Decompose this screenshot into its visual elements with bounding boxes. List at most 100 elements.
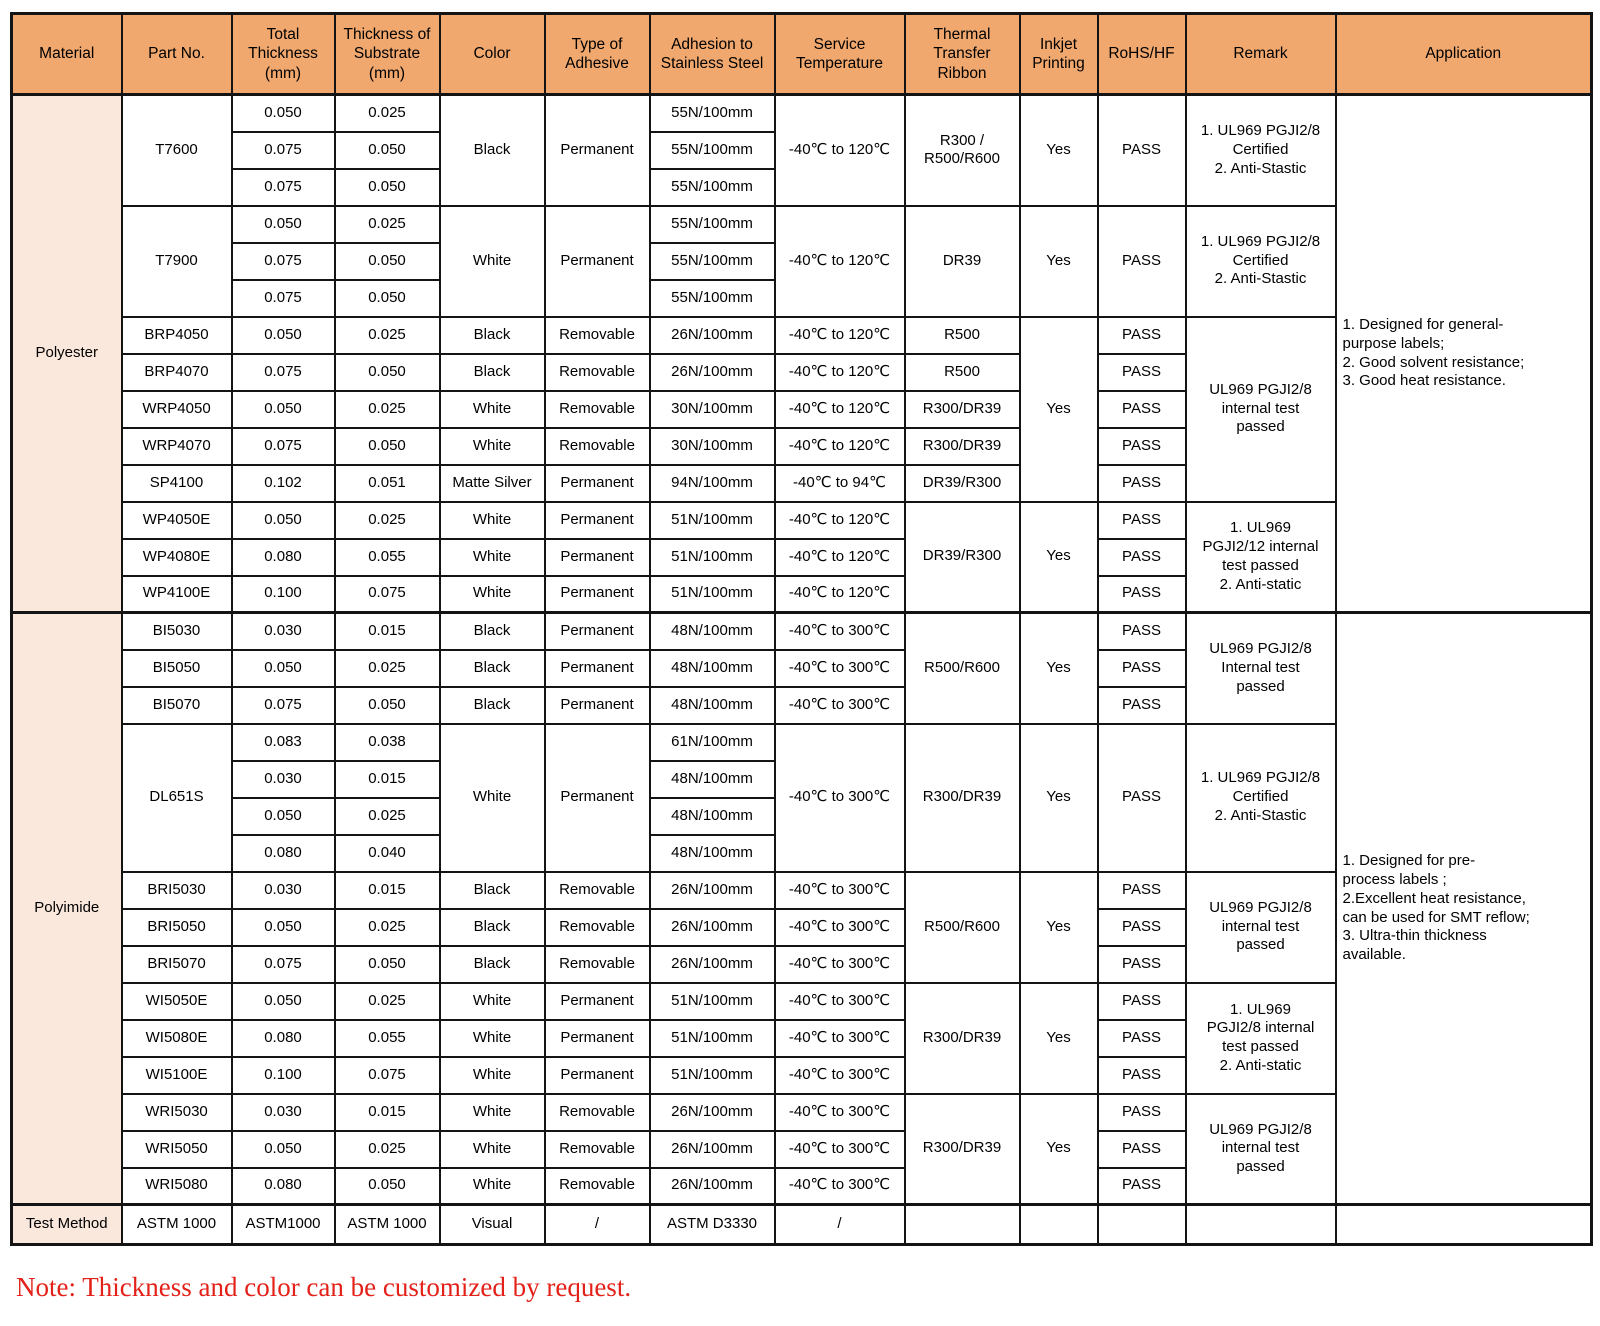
- table-row: SP4100 0.102 0.051 Matte Silver Permanent 94N…: [12, 463, 1592, 503]
- cell-part-no: WRI5080: [120, 1166, 233, 1206]
- cell-material: Polyimide: [10, 611, 123, 1206]
- cell-remark: 1. UL969 PGJI2/12 internal test passed 2…: [1184, 500, 1337, 614]
- column-header-adhesive-type: Type of Adhesive: [543, 12, 651, 96]
- cell-substrate-thickness: 0.015: [333, 870, 441, 910]
- cell-remark: 1. UL969 PGJI2/8 Certified 2. Anti-Stast…: [1184, 93, 1337, 207]
- cell-rohs: PASS: [1096, 93, 1187, 207]
- cell-total-thickness: 0.030: [230, 1092, 336, 1132]
- cell-application: [1334, 1203, 1593, 1246]
- cell-adhesion: 55N/100mm: [648, 168, 776, 207]
- cell-total-thickness: 0.083: [230, 722, 336, 762]
- cell-color: White: [438, 722, 546, 873]
- cell-service-temp: -40℃ to 300℃: [773, 648, 906, 688]
- cell-service-temp: -40℃ to 300℃: [773, 685, 906, 725]
- cell-adhesion: 51N/100mm: [648, 537, 776, 577]
- cell-substrate-thickness: 0.025: [333, 797, 441, 836]
- cell-ttr: R300/DR39: [903, 426, 1021, 466]
- cell-adhesive-type: Removable: [543, 1129, 651, 1169]
- cell-substrate-thickness: 0.050: [333, 426, 441, 466]
- cell-rohs: PASS: [1096, 389, 1187, 429]
- cell-color: White: [438, 1055, 546, 1095]
- cell-inkjet: Yes: [1018, 1092, 1099, 1206]
- table-row: BI5070 0.075 0.050 Black Permanent 48N/100mm -…: [12, 685, 1592, 725]
- cell-color: Black: [438, 907, 546, 947]
- cell-substrate-thickness: 0.025: [333, 500, 441, 540]
- cell-adhesion: 26N/100mm: [648, 315, 776, 355]
- cell-adhesion: 48N/100mm: [648, 648, 776, 688]
- cell-part-no: BRP4070: [120, 352, 233, 392]
- cell-adhesion: 51N/100mm: [648, 1018, 776, 1058]
- cell-color: White: [438, 574, 546, 614]
- cell-ttr: DR39: [903, 204, 1021, 318]
- cell-substrate-thickness: 0.015: [333, 611, 441, 651]
- table-row: WI5080E 0.080 0.055 White Permanent 51N/100mm…: [12, 1018, 1592, 1058]
- cell-rohs: PASS: [1096, 611, 1187, 651]
- cell-inkjet: Yes: [1018, 870, 1099, 984]
- cell-service-temp: -40℃ to 120℃: [773, 204, 906, 318]
- cell-rohs: PASS: [1096, 463, 1187, 503]
- cell-service-temp: -40℃ to 300℃: [773, 722, 906, 873]
- cell-total-thickness: 0.050: [230, 1129, 336, 1169]
- cell-adhesive-type: Removable: [543, 426, 651, 466]
- cell-service-temp: -40℃ to 300℃: [773, 1055, 906, 1095]
- cell-substrate-thickness: 0.025: [333, 93, 441, 133]
- column-header-part-no: Part No.: [120, 12, 233, 96]
- table-row: Polyimide BI5030 0.030 0.015 Black Permanent 4…: [10, 611, 1593, 1206]
- cell-total-thickness: 0.102: [230, 463, 336, 503]
- cell-material: Test Method: [10, 1203, 123, 1246]
- cell-service-temp: -40℃ to 120℃: [773, 574, 906, 614]
- cell-inkjet: [1018, 1203, 1099, 1246]
- cell-total-thickness: 0.080: [230, 1018, 336, 1058]
- column-header-inkjet: Inkjet Printing: [1018, 12, 1099, 96]
- cell-part-no: WP4080E: [120, 537, 233, 577]
- cell-total-thickness: ASTM1000: [230, 1203, 336, 1246]
- table-row: WRI5050 0.050 0.025 White Removable 26N/100mm…: [12, 1129, 1592, 1169]
- cell-adhesion: 48N/100mm: [648, 834, 776, 873]
- cell-color: White: [438, 500, 546, 540]
- cell-adhesion: ASTM D3330: [648, 1203, 776, 1246]
- cell-ttr: R500/R600: [903, 870, 1021, 984]
- cell-substrate-thickness: 0.075: [333, 1055, 441, 1095]
- cell-adhesion: 30N/100mm: [648, 389, 776, 429]
- cell-adhesion: 94N/100mm: [648, 463, 776, 503]
- cell-total-thickness: 0.075: [230, 426, 336, 466]
- cell-color: Black: [438, 944, 546, 984]
- cell-adhesive-type: Removable: [543, 907, 651, 947]
- cell-ttr: R300/DR39: [903, 722, 1021, 873]
- cell-total-thickness: 0.075: [230, 685, 336, 725]
- column-header-remark: Remark: [1184, 12, 1337, 96]
- cell-total-thickness: 0.080: [230, 537, 336, 577]
- cell-total-thickness: 0.075: [230, 168, 336, 207]
- column-header-color: Color: [438, 12, 546, 96]
- cell-total-thickness: 0.030: [230, 611, 336, 651]
- cell-adhesive-type: Permanent: [543, 685, 651, 725]
- cell-remark: UL969 PGJI2/8 Internal test passed: [1184, 611, 1337, 725]
- cell-part-no: BI5030: [120, 611, 233, 651]
- table-row: BRI5030 0.030 0.015 Black Removable 26N/100mm…: [12, 870, 1592, 984]
- cell-total-thickness: 0.050: [230, 500, 336, 540]
- cell-inkjet: Yes: [1018, 611, 1099, 725]
- cell-inkjet: Yes: [1018, 93, 1099, 207]
- cell-service-temp: -40℃ to 120℃: [773, 93, 906, 207]
- table-row: T7900 0.050 0.025 White Permanent 55N/100mm -4…: [12, 204, 1592, 318]
- table-row: Test Method ASTM 1000 ASTM1000 ASTM 1000 Vis…: [10, 1203, 1593, 1246]
- table-row: 0.075 0.050 55N/100mm: [12, 168, 1592, 207]
- cell-adhesive-type: Permanent: [543, 500, 651, 540]
- cell-rohs: PASS: [1096, 1055, 1187, 1095]
- column-header-adhesion: Adhesion to Stainless Steel: [648, 12, 776, 96]
- cell-part-no: BRI5050: [120, 907, 233, 947]
- column-header-substrate-thickness: Thickness of Substrate (mm): [333, 12, 441, 96]
- table-row: DL651S 0.083 0.038 White Permanent 61N/100mm -…: [12, 722, 1592, 873]
- cell-substrate-thickness: 0.040: [333, 834, 441, 873]
- cell-rohs: PASS: [1096, 204, 1187, 318]
- cell-service-temp: -40℃ to 120℃: [773, 537, 906, 577]
- cell-substrate-thickness: 0.015: [333, 760, 441, 799]
- cell-total-thickness: 0.075: [230, 242, 336, 281]
- cell-adhesive-type: Removable: [543, 870, 651, 910]
- column-header-rohs: RoHS/HF: [1096, 12, 1187, 96]
- cell-substrate-thickness: 0.050: [333, 685, 441, 725]
- cell-rohs: PASS: [1096, 426, 1187, 466]
- cell-part-no: WP4100E: [120, 574, 233, 614]
- cell-rohs: [1096, 1203, 1187, 1246]
